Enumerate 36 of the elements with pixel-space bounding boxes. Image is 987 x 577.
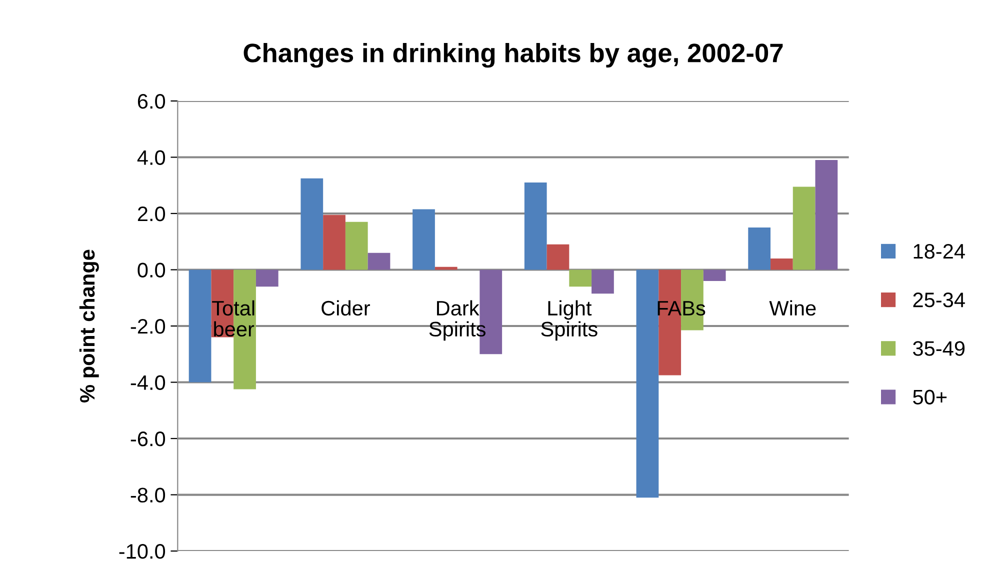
x-tick-label: FABs bbox=[658, 301, 706, 316]
bar bbox=[636, 270, 659, 498]
bar bbox=[592, 270, 614, 294]
y-tick-label: -10.0 bbox=[119, 544, 166, 559]
x-tick-label: Cider bbox=[322, 300, 370, 316]
y-tick-label: 0.0 bbox=[138, 262, 166, 278]
bar bbox=[412, 209, 435, 270]
bar bbox=[748, 228, 771, 270]
y-tick-label: 4.0 bbox=[137, 150, 166, 165]
bar bbox=[256, 270, 278, 287]
x-tick-label: Wine bbox=[769, 300, 816, 316]
y-tick-label: 6.0 bbox=[138, 94, 166, 109]
bar bbox=[188, 270, 212, 382]
legend-label: 25-34 bbox=[913, 292, 965, 308]
bar bbox=[569, 270, 592, 287]
x-tick-label: Light Spirits bbox=[541, 300, 598, 341]
y-tick-label: 2.0 bbox=[138, 206, 166, 222]
y-tick-label: -8.0 bbox=[130, 488, 166, 503]
bar bbox=[345, 222, 368, 270]
bar bbox=[323, 214, 346, 270]
bar bbox=[792, 186, 816, 270]
bar bbox=[524, 182, 547, 270]
bar bbox=[546, 244, 570, 270]
bar bbox=[770, 258, 793, 270]
legend-label: 50+ bbox=[913, 390, 947, 404]
y-tick-label: -2.0 bbox=[130, 319, 166, 334]
bar bbox=[368, 252, 390, 270]
y-tick-label: -4.0 bbox=[130, 375, 166, 390]
bar bbox=[703, 270, 726, 281]
y-tick-label: -6.0 bbox=[130, 432, 166, 446]
bar bbox=[815, 160, 838, 270]
bar bbox=[300, 178, 324, 270]
y-axis-title: % point change bbox=[79, 250, 99, 402]
chart-title: Changes in drinking habits by age, 2002-07 bbox=[244, 42, 783, 68]
legend-label: 35-49 bbox=[913, 341, 965, 356]
legend-label: 18-24 bbox=[914, 244, 965, 259]
